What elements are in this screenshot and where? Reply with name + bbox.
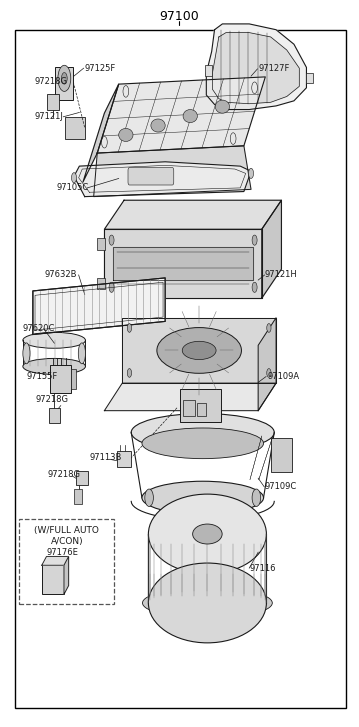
Circle shape xyxy=(109,282,114,292)
Ellipse shape xyxy=(23,358,85,374)
Polygon shape xyxy=(213,33,299,104)
Text: A/CON): A/CON) xyxy=(51,537,83,546)
Polygon shape xyxy=(206,24,307,110)
Ellipse shape xyxy=(182,341,216,360)
Ellipse shape xyxy=(215,100,229,113)
Polygon shape xyxy=(104,200,281,229)
Ellipse shape xyxy=(157,328,242,373)
Bar xyxy=(180,389,221,422)
Text: 97121H: 97121H xyxy=(265,270,297,279)
Bar xyxy=(307,73,313,84)
Text: 97620C: 97620C xyxy=(23,324,55,333)
Ellipse shape xyxy=(23,332,85,348)
Ellipse shape xyxy=(151,119,165,132)
Text: 97109A: 97109A xyxy=(267,372,299,381)
Text: 97100: 97100 xyxy=(160,10,199,23)
Bar xyxy=(65,117,85,139)
Bar xyxy=(183,400,195,416)
Polygon shape xyxy=(42,556,69,565)
Polygon shape xyxy=(258,318,276,411)
Polygon shape xyxy=(104,229,262,298)
Bar xyxy=(97,238,105,249)
Text: 97105C: 97105C xyxy=(56,183,88,193)
Ellipse shape xyxy=(143,587,272,619)
Text: (W/FULL AUTO: (W/FULL AUTO xyxy=(34,526,99,535)
Bar xyxy=(71,369,76,389)
Bar xyxy=(197,403,206,416)
Ellipse shape xyxy=(142,481,264,514)
Polygon shape xyxy=(94,146,251,196)
Bar xyxy=(271,438,292,473)
Polygon shape xyxy=(33,278,165,334)
Bar xyxy=(42,565,64,594)
Text: 97176E: 97176E xyxy=(46,547,78,557)
Circle shape xyxy=(252,282,257,292)
Ellipse shape xyxy=(131,414,274,451)
Circle shape xyxy=(109,235,114,245)
Circle shape xyxy=(127,324,132,332)
Text: 97113B: 97113B xyxy=(89,454,122,462)
Circle shape xyxy=(252,235,257,245)
Text: 97632B: 97632B xyxy=(44,270,77,279)
Circle shape xyxy=(145,489,153,507)
Text: 97125F: 97125F xyxy=(84,64,116,73)
Polygon shape xyxy=(262,200,281,298)
Circle shape xyxy=(252,489,261,507)
Ellipse shape xyxy=(148,563,266,643)
Polygon shape xyxy=(97,77,265,153)
Circle shape xyxy=(71,173,76,182)
Text: 97218G: 97218G xyxy=(36,395,69,404)
Ellipse shape xyxy=(119,129,133,142)
Bar xyxy=(205,65,213,76)
Text: 97116: 97116 xyxy=(250,563,276,573)
Bar xyxy=(55,68,73,100)
Circle shape xyxy=(267,369,271,377)
Ellipse shape xyxy=(193,524,222,544)
Text: 97109C: 97109C xyxy=(265,482,297,491)
Circle shape xyxy=(58,65,71,92)
Polygon shape xyxy=(122,318,276,383)
Ellipse shape xyxy=(183,110,197,123)
Ellipse shape xyxy=(78,343,85,364)
Text: 97218G: 97218G xyxy=(35,78,67,87)
Polygon shape xyxy=(113,247,253,280)
Circle shape xyxy=(248,169,253,178)
Bar xyxy=(19,519,114,604)
Polygon shape xyxy=(74,162,251,196)
Bar xyxy=(74,489,82,504)
Polygon shape xyxy=(83,84,119,182)
Circle shape xyxy=(61,73,67,84)
Text: 97155F: 97155F xyxy=(27,372,58,381)
Bar xyxy=(76,471,88,486)
Bar xyxy=(97,278,105,289)
Polygon shape xyxy=(104,383,276,411)
Text: 97127F: 97127F xyxy=(258,64,290,73)
Ellipse shape xyxy=(142,428,264,459)
Bar xyxy=(50,365,71,393)
Ellipse shape xyxy=(23,343,30,364)
Circle shape xyxy=(127,369,132,377)
Text: 97121J: 97121J xyxy=(35,112,64,121)
Polygon shape xyxy=(64,556,69,594)
Bar xyxy=(117,451,131,467)
Circle shape xyxy=(267,324,271,332)
Ellipse shape xyxy=(148,494,266,574)
Bar xyxy=(49,409,60,423)
Text: 97218G: 97218G xyxy=(48,470,81,479)
Bar xyxy=(47,94,59,110)
FancyBboxPatch shape xyxy=(128,168,174,185)
